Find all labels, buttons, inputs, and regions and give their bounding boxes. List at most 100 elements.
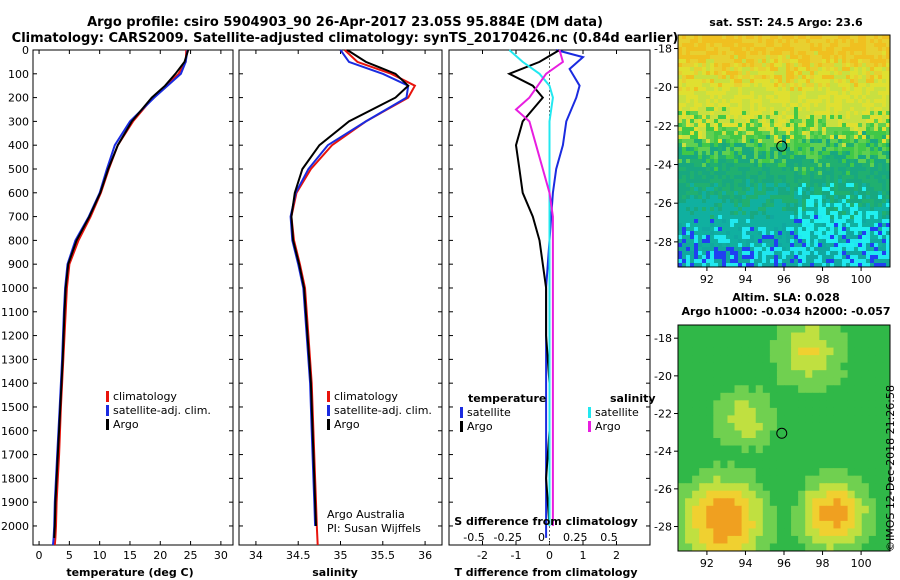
map-cell: [722, 223, 727, 228]
map-cell: [798, 183, 803, 188]
map-cell: [868, 362, 877, 371]
map-cell: [886, 259, 891, 264]
map-cell: [762, 422, 771, 431]
map-cell: [866, 263, 871, 268]
map-cell: [710, 127, 715, 132]
map-cell: [790, 159, 795, 164]
map-cell: [786, 171, 791, 176]
map-cell: [790, 179, 795, 184]
map-cell: [826, 422, 834, 431]
map-cell: [678, 123, 683, 128]
map-cell: [678, 139, 683, 144]
map-cell: [814, 247, 819, 252]
map-cell: [770, 55, 775, 60]
map-cell: [714, 135, 719, 140]
map-cell: [748, 377, 757, 386]
map-cell: [882, 119, 887, 124]
map-cell: [798, 355, 806, 364]
map-cell: [882, 91, 887, 96]
map-cell: [694, 243, 699, 248]
map-cell: [758, 155, 763, 160]
map-cell: [762, 347, 771, 356]
map-cell: [734, 468, 742, 477]
map-cell: [686, 263, 691, 268]
map-cell: [714, 63, 719, 68]
map-cell: [805, 430, 813, 439]
map-cell: [710, 207, 715, 212]
map-cell: [742, 43, 747, 48]
map-cell: [682, 123, 687, 128]
map-cell: [842, 199, 847, 204]
map-cell: [882, 55, 887, 60]
map-cell: [882, 63, 887, 68]
map-cell: [830, 231, 835, 236]
map-cell: [858, 63, 863, 68]
map-cell: [699, 513, 707, 522]
map-cell: [769, 362, 778, 371]
map-cell: [690, 131, 695, 136]
map-cell: [862, 131, 867, 136]
map-cell: [846, 115, 851, 120]
map-cell: [692, 340, 700, 348]
map-cell: [678, 475, 686, 484]
map-cell: [840, 528, 848, 537]
map-cell: [791, 498, 799, 507]
map-cell: [702, 255, 707, 260]
map-cell: [710, 51, 715, 56]
map-cell: [854, 392, 863, 401]
map-cell: [782, 139, 787, 144]
map-cell: [882, 505, 891, 514]
map-cell: [766, 143, 771, 148]
map-cell: [814, 123, 819, 128]
map-cell: [742, 215, 747, 220]
map-cell: [730, 259, 735, 264]
map-cell: [678, 43, 683, 48]
map-cell: [858, 231, 863, 236]
map-cell: [714, 39, 719, 44]
map-cell: [770, 47, 775, 52]
map-cell: [778, 259, 783, 264]
map-cell: [874, 223, 879, 228]
map-cell: [875, 325, 884, 333]
map-cell: [722, 175, 727, 180]
map-cell: [782, 251, 787, 256]
map-cell: [810, 203, 815, 208]
map-cell: [882, 490, 891, 499]
series-line-argo: [53, 49, 190, 538]
map-cell: [706, 151, 711, 156]
map-cell: [682, 191, 687, 196]
map-cell: [738, 231, 743, 236]
map-cell: [741, 377, 750, 386]
map-cell: [770, 119, 775, 124]
map-cell: [706, 340, 714, 348]
map-cell: [854, 362, 863, 371]
map-cell: [826, 513, 834, 522]
map-cell: [738, 179, 743, 184]
map-cell: [875, 528, 884, 537]
map-cell: [686, 51, 691, 56]
map-cell: [806, 223, 811, 228]
map-cell: [786, 219, 791, 224]
map-cell: [746, 227, 751, 232]
map-cell: [874, 171, 879, 176]
map-cell: [758, 211, 763, 216]
map-cell: [692, 438, 700, 446]
map-cell: [727, 415, 735, 424]
map-cell: [742, 167, 747, 172]
map-cell: [802, 43, 807, 48]
map-cell: [822, 135, 827, 140]
map-cell: [778, 171, 783, 176]
map-cell: [810, 47, 815, 52]
map-cell: [726, 79, 731, 84]
map-cell: [798, 111, 803, 116]
map-cell: [818, 119, 823, 124]
map-cell: [738, 51, 743, 56]
map-cell: [710, 111, 715, 116]
map-cell: [702, 131, 707, 136]
map-cell: [754, 203, 759, 208]
map-cell: [730, 171, 735, 176]
map-cell: [686, 35, 691, 40]
map-cell: [806, 99, 811, 104]
map-cell: [734, 203, 739, 208]
map-cell: [702, 39, 707, 44]
